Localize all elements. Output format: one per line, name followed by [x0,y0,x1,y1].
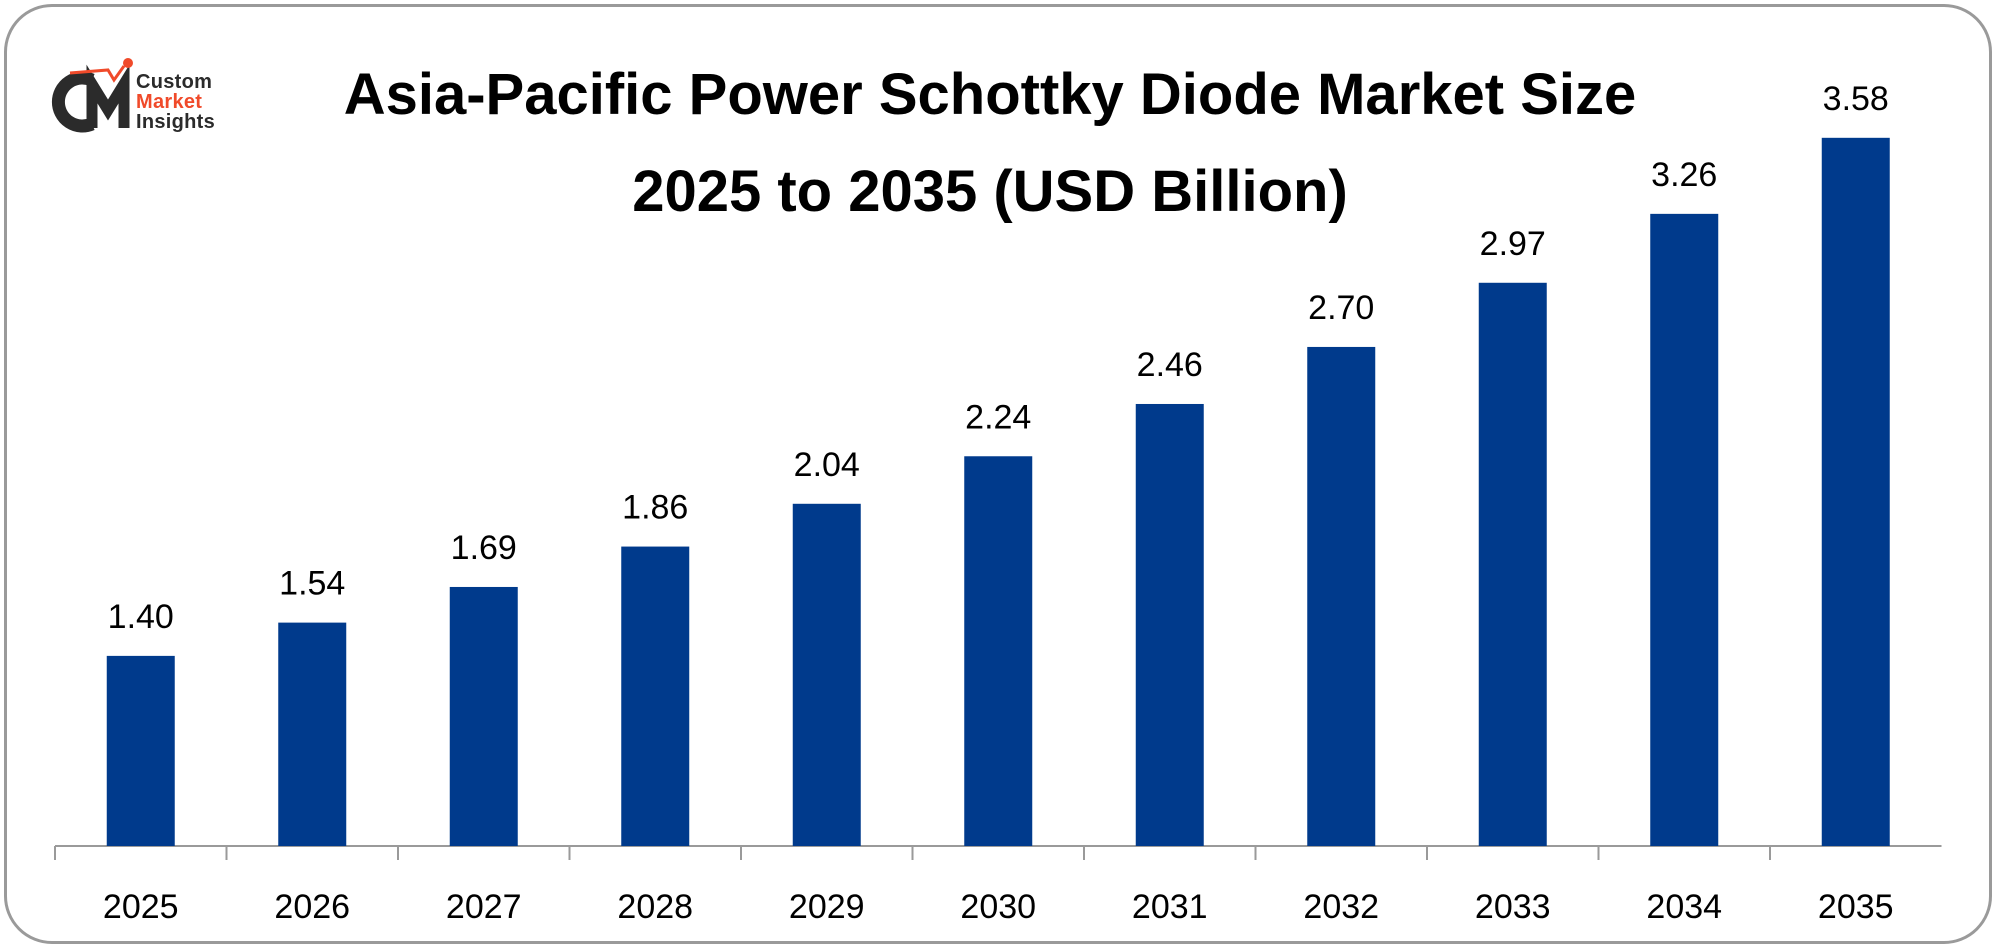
data-label-2025: 1.40 [108,598,174,636]
bar-2032 [1307,346,1376,846]
data-label-2026: 1.54 [279,565,345,603]
bar-2028 [621,546,690,846]
chart-frame [4,4,1992,944]
bar-2033 [1478,282,1547,846]
x-tick-label-2028: 2028 [617,888,693,926]
x-tick-label-2032: 2032 [1303,888,1379,926]
bar-2030 [964,456,1033,846]
chart-title-line-2: 2025 to 2035 (USD Billion) [632,159,1348,224]
bar-2031 [1135,403,1204,846]
bar-2025 [106,655,175,846]
data-label-2034: 3.26 [1651,156,1717,194]
data-label-2028: 1.86 [622,489,688,527]
x-tick-label-2026: 2026 [274,888,350,926]
data-label-2031: 2.46 [1137,346,1203,384]
data-label-2027: 1.69 [451,529,517,567]
bar-2026 [278,622,347,846]
bar-2027 [449,586,518,846]
x-tick-label-2035: 2035 [1818,888,1894,926]
chart-title-line-1: Asia-Pacific Power Schottky Diode Market… [343,62,1637,127]
bar-2035 [1821,137,1890,846]
logo-line-1: Custom [136,71,213,93]
x-tick-label-2033: 2033 [1475,888,1551,926]
x-tick-label-2025: 2025 [103,888,179,926]
x-tick-label-2031: 2031 [1132,888,1208,926]
x-tick-label-2030: 2030 [960,888,1036,926]
data-label-2033: 2.97 [1480,225,1546,263]
data-label-2035: 3.58 [1823,80,1889,118]
company-logo [51,58,133,133]
x-tick-label-2029: 2029 [789,888,865,926]
data-label-2032: 2.70 [1308,289,1374,327]
logo-text: Custom Market Insights [136,72,215,132]
logo-line-2: Market [136,91,203,113]
x-tick-label-2027: 2027 [446,888,522,926]
bar-2029 [792,503,861,846]
data-label-2029: 2.04 [794,446,860,484]
data-label-2030: 2.24 [965,398,1031,436]
logo-line-3: Insights [136,111,216,133]
x-tick-label-2034: 2034 [1646,888,1722,926]
bar-2034 [1650,213,1719,846]
